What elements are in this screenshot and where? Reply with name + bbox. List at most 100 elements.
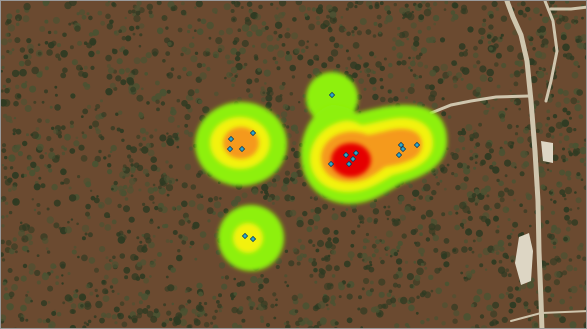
incident-point-marker[interactable] <box>238 145 246 153</box>
tree-canopy <box>86 323 90 326</box>
incident-point-marker[interactable] <box>413 141 421 149</box>
tree-canopy <box>296 219 304 228</box>
tree-canopy <box>121 36 127 41</box>
tree-canopy <box>416 295 420 299</box>
tree-canopy <box>189 245 192 249</box>
tree-canopy <box>128 316 132 320</box>
tree-canopy <box>501 316 508 323</box>
tree-canopy <box>512 221 519 228</box>
tree-canopy <box>33 165 41 172</box>
incident-point-marker[interactable] <box>241 232 249 240</box>
tree-canopy <box>210 321 214 325</box>
tree-canopy <box>369 51 375 57</box>
tree-canopy <box>1 199 3 203</box>
tree-canopy <box>130 86 137 93</box>
tree-canopy <box>391 302 396 308</box>
tree-canopy <box>37 318 43 324</box>
tree-canopy <box>506 234 512 240</box>
tree-canopy <box>395 39 403 47</box>
tree-canopy <box>581 16 584 20</box>
tree-canopy <box>149 13 154 19</box>
tree-canopy <box>94 108 98 111</box>
tree-canopy <box>181 46 187 53</box>
tree-canopy <box>164 319 170 324</box>
tree-canopy <box>233 292 238 296</box>
tree-canopy <box>148 10 153 15</box>
tree-canopy <box>375 239 380 245</box>
tree-canopy <box>44 89 48 94</box>
tree-canopy <box>97 10 103 16</box>
tree-canopy <box>113 306 120 313</box>
tree-canopy <box>242 65 246 69</box>
tree-canopy <box>579 284 583 288</box>
tree-canopy <box>117 185 124 192</box>
tree-canopy <box>84 302 92 310</box>
tree-canopy <box>509 301 517 309</box>
tree-canopy <box>110 144 117 152</box>
tree-canopy <box>51 311 57 316</box>
incident-point-marker[interactable] <box>249 235 257 243</box>
tree-canopy <box>284 53 293 62</box>
tree-canopy <box>485 103 491 109</box>
tree-canopy <box>495 229 500 234</box>
incident-point-marker[interactable] <box>399 145 407 153</box>
tree-canopy <box>153 259 157 262</box>
tree-canopy <box>198 291 204 297</box>
incident-point-marker[interactable] <box>328 91 336 99</box>
tree-canopy <box>290 195 295 201</box>
tree-canopy <box>190 97 194 101</box>
tree-canopy <box>566 264 574 272</box>
tree-canopy <box>155 80 160 86</box>
tree-canopy <box>274 60 279 65</box>
tree-canopy <box>104 197 113 205</box>
incident-point-marker[interactable] <box>395 151 403 159</box>
tree-canopy <box>396 245 401 250</box>
tree-canopy <box>251 188 259 195</box>
incident-point-marker[interactable] <box>352 149 360 157</box>
tree-canopy <box>193 319 201 326</box>
tree-canopy <box>111 187 114 191</box>
tree-canopy <box>307 59 314 66</box>
tree-canopy <box>552 114 558 119</box>
tree-canopy <box>584 156 586 162</box>
incident-point-marker[interactable] <box>342 151 350 159</box>
incident-point-marker[interactable] <box>397 141 405 149</box>
incident-point-marker[interactable] <box>327 160 335 168</box>
tree-canopy <box>280 117 287 123</box>
tree-canopy <box>291 124 298 132</box>
tree-canopy <box>508 308 514 314</box>
tree-canopy <box>525 6 531 13</box>
tree-canopy <box>469 156 474 161</box>
tree-canopy <box>105 54 112 62</box>
tree-canopy <box>444 281 450 287</box>
tree-canopy <box>500 33 504 37</box>
tree-canopy <box>455 148 460 153</box>
tree-canopy <box>313 268 318 273</box>
incident-point-marker[interactable] <box>227 135 235 143</box>
tree-canopy <box>111 219 117 225</box>
tree-canopy <box>381 303 386 309</box>
tree-canopy <box>146 305 151 309</box>
tree-canopy <box>144 72 148 76</box>
tree-canopy <box>153 308 159 314</box>
tree-canopy <box>129 158 134 163</box>
incident-point-marker[interactable] <box>345 160 353 168</box>
tree-canopy <box>573 22 577 25</box>
incident-point-marker[interactable] <box>349 155 357 163</box>
tree-canopy <box>109 19 114 25</box>
tree-canopy <box>165 275 169 279</box>
incident-point-marker[interactable] <box>249 129 257 137</box>
tree-canopy <box>495 251 500 255</box>
tree-canopy <box>11 48 15 52</box>
tree-canopy <box>573 267 578 271</box>
incident-point-marker[interactable] <box>226 145 234 153</box>
tree-canopy <box>312 258 316 262</box>
tree-canopy <box>226 72 233 78</box>
tree-canopy <box>472 239 476 243</box>
tree-canopy <box>583 142 586 147</box>
tree-canopy <box>542 289 546 292</box>
tree-canopy <box>505 268 510 273</box>
tree-canopy <box>532 47 536 51</box>
